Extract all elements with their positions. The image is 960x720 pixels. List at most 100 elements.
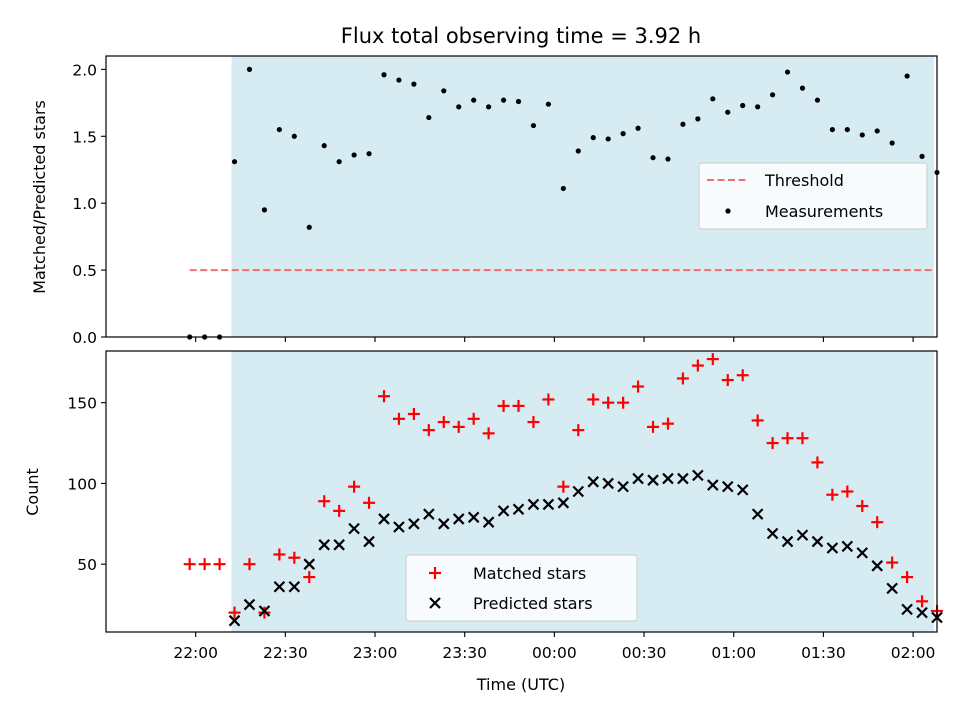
measurement-point <box>351 152 357 158</box>
y-tick-label: 1.5 <box>72 128 97 146</box>
matched-point <box>288 551 301 564</box>
matched-point <box>691 359 704 372</box>
measurement-point <box>291 133 297 139</box>
matched-point <box>617 396 630 409</box>
measurement-point <box>620 131 626 137</box>
predicted-point <box>423 508 435 520</box>
matched-point <box>871 516 884 529</box>
bottom-panel-frame <box>105 350 938 633</box>
predicted-point <box>916 606 928 619</box>
predicted-point <box>572 485 585 498</box>
matched-point <box>856 500 869 513</box>
measurement-point <box>755 104 761 110</box>
x-tick-label: 23:30 <box>442 644 487 662</box>
measurement-point <box>336 159 342 165</box>
predicted-point <box>497 505 510 517</box>
predicted-point <box>258 605 271 617</box>
top-panel-frame <box>105 55 938 338</box>
matched-point <box>721 374 734 387</box>
measurement-point <box>844 126 850 133</box>
measurement-point <box>904 73 910 79</box>
matched-point <box>751 414 764 427</box>
matched-point <box>258 606 271 619</box>
measurement-point <box>695 116 701 122</box>
bottom-panel-points <box>183 353 943 627</box>
predicted-point <box>348 522 360 535</box>
measurement-point <box>381 72 387 78</box>
predicted-point <box>856 547 869 559</box>
measurement-point <box>769 92 776 98</box>
matched-point <box>587 393 600 406</box>
matched-point <box>392 412 405 425</box>
predicted-point <box>393 521 405 533</box>
bottom-panel-ylabel: Count <box>23 468 42 516</box>
matched-point <box>706 353 719 366</box>
legend-matched-swatch <box>429 567 441 579</box>
predicted-point <box>826 542 839 554</box>
predicted-point <box>408 518 420 530</box>
predicted-point <box>333 539 345 551</box>
x-tick-label: 22:30 <box>263 644 308 662</box>
predicted-point <box>512 503 525 516</box>
predicted-point <box>811 535 824 548</box>
matched-point <box>452 420 465 433</box>
predicted-point <box>303 558 316 570</box>
measurement-point <box>740 102 746 109</box>
matched-point <box>273 548 286 561</box>
y-tick-label: 1.0 <box>72 195 97 213</box>
measurement-point <box>306 224 312 230</box>
measurement-point <box>530 122 537 129</box>
measurement-point <box>471 97 477 103</box>
predicted-point <box>617 480 629 493</box>
predicted-point <box>557 497 570 509</box>
measurement-point <box>605 136 611 142</box>
y-tick-label: 50 <box>77 556 97 574</box>
measurement-point <box>829 126 835 133</box>
predicted-point <box>677 472 689 485</box>
measurement-point <box>710 96 716 102</box>
predicted-point <box>632 472 644 485</box>
predicted-point <box>228 614 241 627</box>
predicted-point <box>751 508 764 520</box>
matched-point <box>632 380 645 393</box>
predicted-point <box>736 484 749 496</box>
measurement-point <box>560 185 566 192</box>
matched-point <box>916 595 929 608</box>
matched-point <box>542 393 555 406</box>
measurement-point <box>515 98 522 105</box>
measurement-point <box>231 159 238 165</box>
matched-point <box>228 606 241 619</box>
top-panel-ylabel: Matched/Predicted stars <box>30 100 49 294</box>
matched-point <box>243 558 256 571</box>
legend-measurements-label: Measurements <box>765 202 883 221</box>
matched-point <box>198 558 211 571</box>
x-tick-label: 01:00 <box>711 644 756 662</box>
matched-point <box>811 456 824 469</box>
matched-point <box>527 416 540 429</box>
measurement-point <box>874 128 880 134</box>
matched-point <box>901 571 914 584</box>
matched-point <box>512 399 525 412</box>
measurement-point <box>441 88 447 94</box>
predicted-point <box>542 498 555 511</box>
measurement-point <box>784 69 791 75</box>
measurement-point <box>396 77 402 83</box>
measurement-point <box>680 121 686 127</box>
predicted-point <box>363 535 375 548</box>
y-tick-label: 100 <box>67 475 97 493</box>
matched-point <box>661 417 674 430</box>
legend-matched-label: Matched stars <box>473 564 586 583</box>
measurement-point <box>456 104 462 110</box>
matched-point <box>363 496 376 509</box>
measurement-point <box>411 81 417 87</box>
predicted-point <box>886 582 898 595</box>
predicted-point <box>766 527 779 540</box>
matched-point <box>647 420 660 433</box>
measurement-point <box>799 85 806 91</box>
matched-point <box>781 432 794 445</box>
predicted-point <box>796 529 809 541</box>
matched-point <box>303 571 316 584</box>
measurement-point <box>650 155 656 161</box>
measurement-point <box>814 97 821 103</box>
